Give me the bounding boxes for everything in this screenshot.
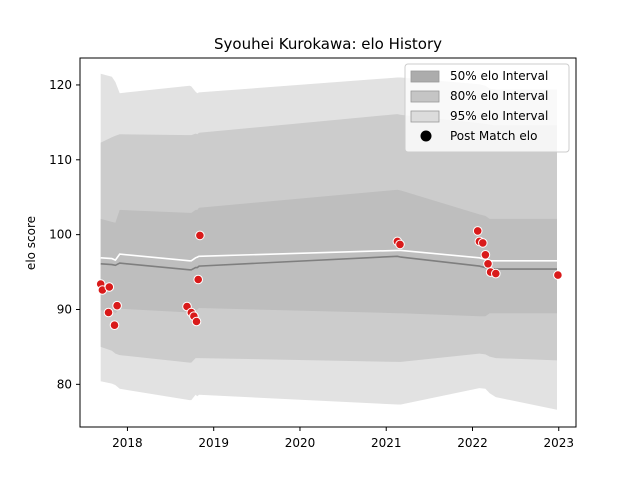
x-tick-label: 2020	[285, 436, 316, 450]
legend-point-marker	[420, 130, 432, 142]
x-tick-label: 2019	[198, 436, 229, 450]
post-match-elo-point	[109, 320, 120, 331]
x-tick-label: 2018	[112, 436, 143, 450]
x-tick-label: 2023	[543, 436, 574, 450]
y-axis-label: elo score	[24, 216, 38, 270]
y-tick-label: 120	[49, 78, 72, 92]
y-axis: 80 90 100 110 120	[49, 78, 80, 391]
plot-frame	[79, 57, 577, 428]
post-match-elo-point	[483, 259, 493, 269]
post-match-elo-point	[480, 250, 491, 260]
legend-label: 50% elo Interval	[450, 69, 548, 83]
post-match-elo-point	[395, 239, 405, 250]
post-match-elo-point	[112, 300, 122, 311]
chart-title: Syouhei Kurokawa: elo History	[214, 35, 442, 53]
legend-swatch-band50	[410, 70, 440, 83]
post-match-elo-point	[191, 316, 202, 327]
y-tick-label: 100	[49, 228, 72, 242]
post-match-elo-point	[491, 268, 501, 279]
post-match-elo-point	[472, 226, 483, 236]
post-match-elo-point	[103, 307, 114, 318]
legend-label: Post Match elo	[450, 129, 537, 143]
legend-swatch-band80	[410, 90, 440, 103]
post-match-elo-point	[478, 238, 488, 248]
y-tick-label: 90	[57, 302, 72, 316]
legend-label: 95% elo Interval	[450, 109, 548, 123]
legend: 50% elo Interval 80% elo Interval 95% elo …	[404, 63, 570, 153]
post-match-elo-point	[193, 274, 203, 285]
post-match-elo-point	[553, 270, 563, 280]
plot-area	[95, 73, 563, 410]
post-match-elo-point	[195, 230, 205, 241]
y-tick-label: 80	[57, 377, 72, 391]
x-axis: 2018 2019 2020 2021 2022 2023	[112, 427, 574, 450]
y-tick-label: 110	[49, 153, 72, 167]
x-tick-label: 2022	[457, 436, 488, 450]
post-match-elo-point	[104, 282, 115, 292]
x-tick-label: 2021	[371, 436, 402, 450]
legend-swatch-band95	[410, 110, 440, 123]
legend-box	[404, 63, 570, 153]
legend-label: 80% elo Interval	[450, 89, 548, 103]
